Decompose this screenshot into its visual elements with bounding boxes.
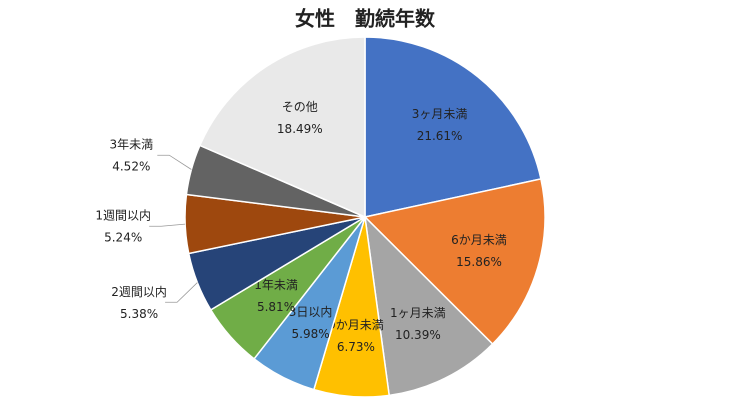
pie-slice: [364, 36, 542, 218]
slice-label: 3ヶ月未満: [412, 107, 468, 121]
slice-label: 2週間以内: [111, 285, 167, 299]
slice-label: 6か月未満: [451, 233, 507, 247]
leader-line: [165, 282, 198, 303]
slice-value-label: 5.98%: [292, 327, 330, 341]
slice-label: 3年未満: [109, 138, 153, 152]
slice-value-label: 4.52%: [112, 160, 150, 174]
pie-slice: [363, 178, 546, 346]
slice-value-label: 18.49%: [277, 122, 323, 136]
slice-label: 3日以内: [289, 305, 333, 319]
pie-slice: [198, 36, 366, 219]
slice-value-label: 6.73%: [337, 340, 375, 354]
slice-value-label: 15.86%: [456, 255, 502, 269]
slice-value-label: 5.38%: [120, 307, 158, 321]
slice-label: 1ヶ月未満: [390, 306, 446, 320]
slice-label: 1週間以内: [95, 209, 151, 223]
slice-value-label: 21.61%: [417, 129, 463, 143]
leader-line: [149, 223, 186, 227]
slice-value-label: 5.24%: [104, 231, 142, 245]
slice-label: 9か月未満: [328, 318, 384, 332]
pie-slice: [363, 214, 494, 397]
slice-label: その他: [282, 100, 318, 114]
slice-value-label: 10.39%: [395, 328, 441, 342]
leader-line: [157, 154, 192, 170]
slice-value-label: 5.81%: [257, 300, 295, 314]
chart-title: 女性 勤続年数: [295, 7, 436, 31]
slice-label: 1年未満: [254, 278, 298, 292]
